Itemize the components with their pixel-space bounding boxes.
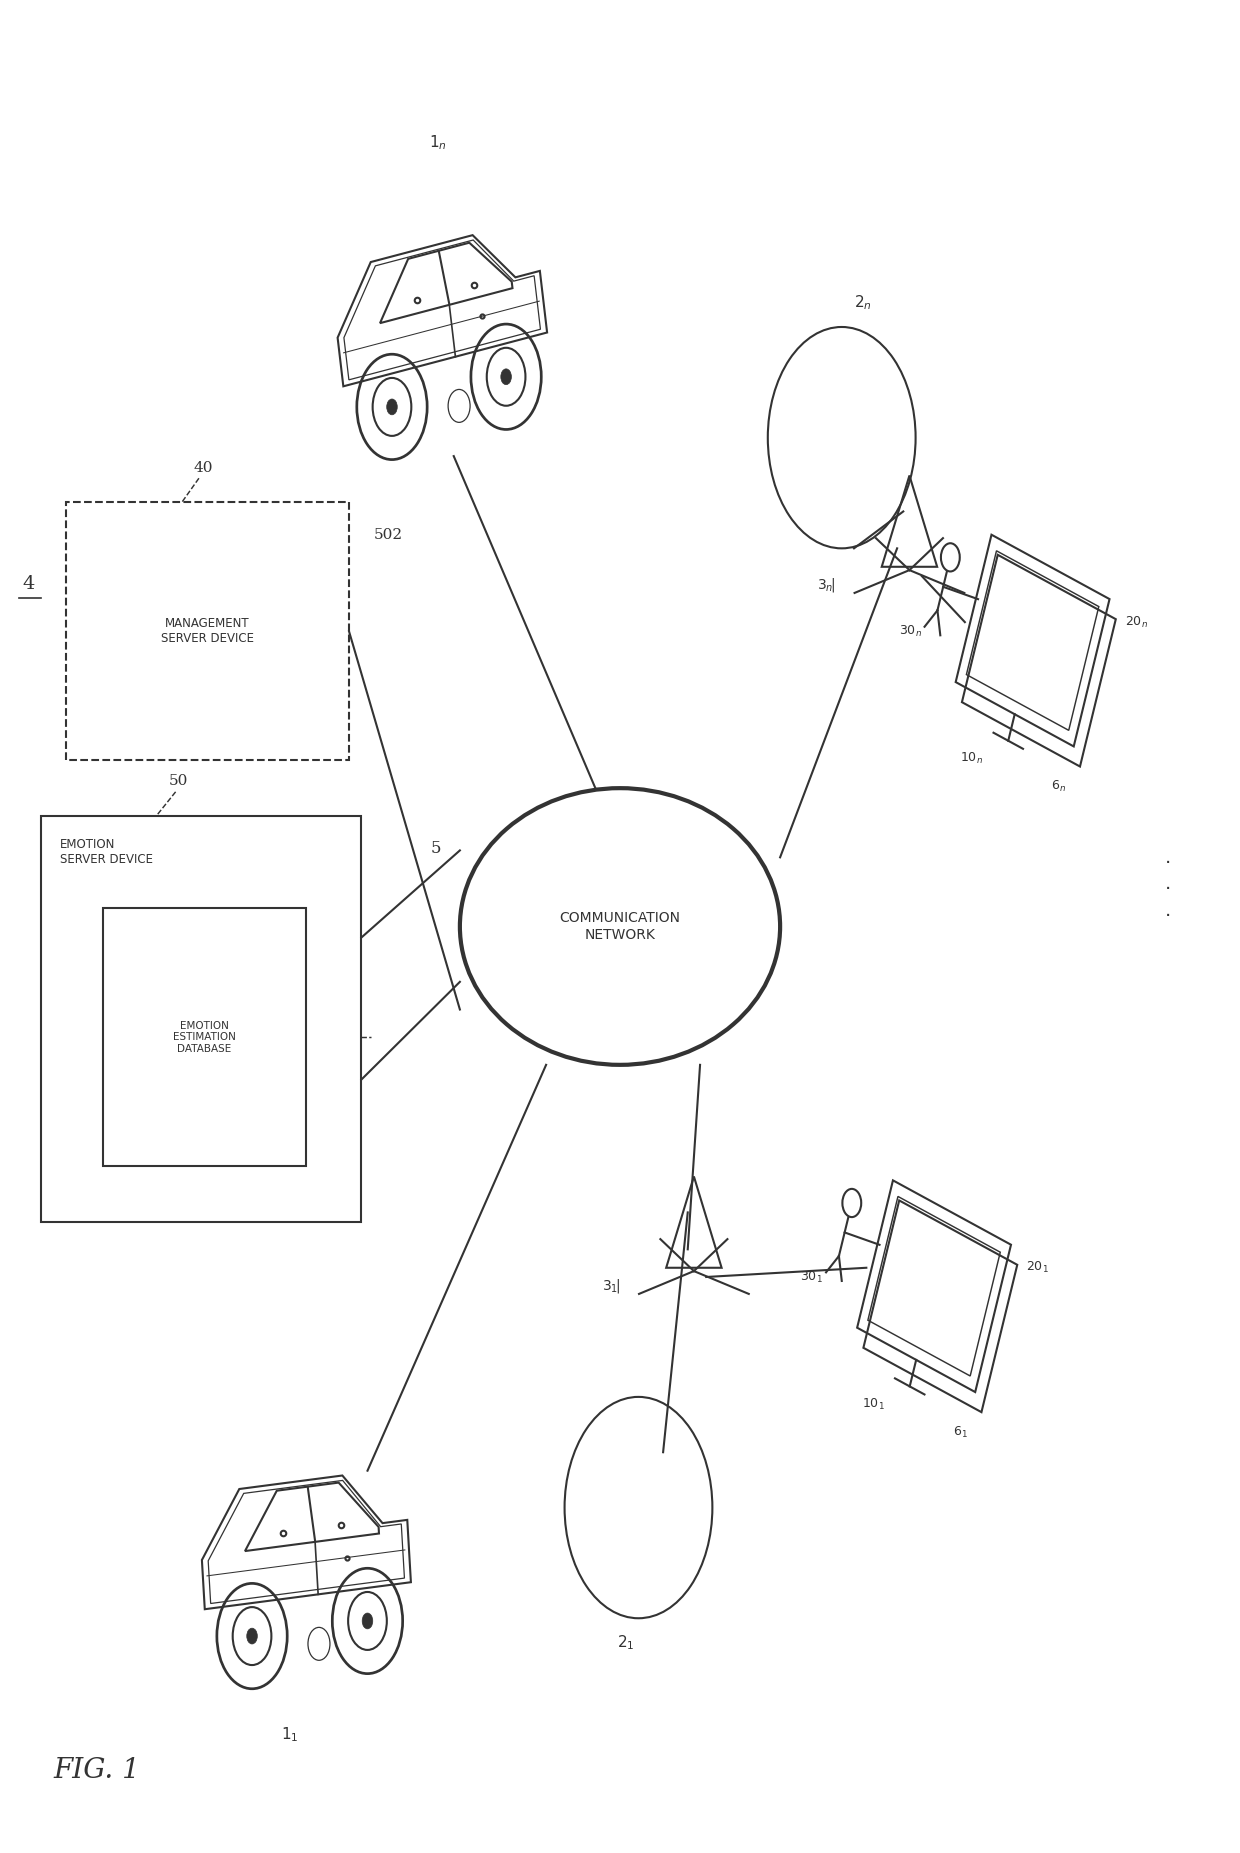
Text: ·
·
·: · · · xyxy=(1164,854,1172,926)
Text: $2_n$: $2_n$ xyxy=(854,293,872,311)
Text: $3_n\!|$: $3_n\!|$ xyxy=(817,576,836,595)
Text: $10_1$: $10_1$ xyxy=(862,1397,885,1412)
Circle shape xyxy=(387,398,397,415)
Circle shape xyxy=(247,1629,258,1644)
Text: $10_n$: $10_n$ xyxy=(960,750,983,767)
Text: 50: 50 xyxy=(169,775,188,788)
Text: EMOTION
SERVER DEVICE: EMOTION SERVER DEVICE xyxy=(60,838,153,865)
Text: $6_n$: $6_n$ xyxy=(1052,778,1066,795)
Text: $20_1$: $20_1$ xyxy=(1027,1260,1049,1275)
Text: 4: 4 xyxy=(22,574,35,593)
Text: $6_1$: $6_1$ xyxy=(952,1425,967,1440)
Circle shape xyxy=(501,369,511,385)
Circle shape xyxy=(362,1614,373,1629)
Text: 502: 502 xyxy=(373,528,403,543)
Text: $30_1$: $30_1$ xyxy=(801,1269,823,1284)
Text: 40: 40 xyxy=(193,461,213,474)
Text: $1_1$: $1_1$ xyxy=(281,1725,299,1744)
Text: $30_n$: $30_n$ xyxy=(899,624,921,639)
Text: $3_1\!|$: $3_1\!|$ xyxy=(601,1277,620,1295)
Text: COMMUNICATION
NETWORK: COMMUNICATION NETWORK xyxy=(559,912,681,941)
Text: FIG. 1: FIG. 1 xyxy=(53,1757,140,1784)
Text: MANAGEMENT
SERVER DEVICE: MANAGEMENT SERVER DEVICE xyxy=(161,617,254,645)
Text: $2_1$: $2_1$ xyxy=(618,1632,635,1651)
Text: $1_n$: $1_n$ xyxy=(429,133,446,152)
Text: EMOTION
ESTIMATION
DATABASE: EMOTION ESTIMATION DATABASE xyxy=(172,1021,236,1054)
Text: $20_n$: $20_n$ xyxy=(1125,615,1148,630)
Text: 5: 5 xyxy=(432,839,441,858)
